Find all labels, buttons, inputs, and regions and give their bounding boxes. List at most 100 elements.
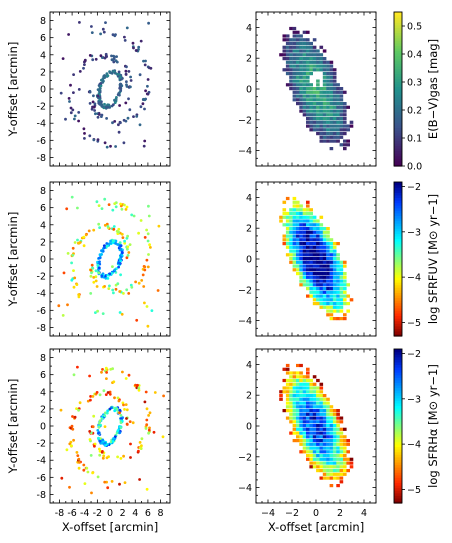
hex-cell	[343, 283, 347, 287]
hex-cell	[289, 245, 293, 249]
hex-cell	[299, 68, 303, 72]
hex-cell	[319, 87, 324, 91]
colorbar-segment	[394, 372, 402, 376]
hex-cell	[329, 124, 334, 128]
scatter-point	[118, 257, 122, 261]
hex-cell	[326, 457, 330, 461]
hex-cell	[306, 279, 310, 283]
hex-cell	[339, 264, 344, 268]
hex-cell	[285, 416, 290, 420]
scatter-point	[118, 431, 122, 434]
hex-cell	[309, 45, 313, 49]
scatter-point	[148, 411, 152, 415]
scatter-point	[77, 293, 81, 297]
scatter-point	[90, 271, 93, 275]
hex-cell	[326, 132, 330, 136]
scatter-point	[143, 400, 147, 404]
scatter-point	[104, 393, 108, 396]
hex-cell	[349, 124, 354, 128]
hex-cell	[316, 412, 320, 416]
colorbar-segment	[394, 464, 402, 468]
scatter-point	[65, 448, 69, 452]
hex-cell	[326, 465, 330, 469]
hex-cell	[289, 238, 293, 242]
hex-cell	[302, 412, 307, 416]
hex-cell	[343, 450, 347, 454]
scatter-point	[115, 55, 118, 58]
hex-cell	[326, 245, 330, 249]
hex-cell	[346, 461, 350, 465]
hex-cell	[322, 124, 327, 128]
scatter-point	[122, 118, 126, 122]
scatter-point	[71, 246, 75, 250]
hex-cell	[292, 227, 297, 231]
scatter-point	[68, 100, 71, 103]
scatter-point	[98, 447, 101, 451]
hex-cell	[289, 41, 293, 46]
hex-cell	[285, 245, 290, 249]
hex-cell	[319, 469, 324, 473]
scatter-point	[116, 396, 120, 400]
scatter-point	[98, 256, 102, 260]
scatter-point	[122, 292, 125, 295]
hex-cell	[285, 215, 290, 219]
hex-cell	[322, 238, 327, 242]
hex-cell	[339, 124, 344, 128]
hex-cell	[343, 147, 347, 151]
hex-cell	[329, 268, 334, 272]
hex-cell	[329, 476, 334, 480]
colorbar-segment	[394, 315, 402, 319]
hex-cell	[292, 38, 297, 42]
hex-cell	[289, 60, 293, 64]
y-tick-label: 2	[246, 54, 252, 65]
hex-cell	[326, 435, 330, 439]
colorbar-segment	[394, 472, 402, 476]
hex-cell	[302, 238, 307, 242]
hex-cell	[309, 72, 313, 76]
scatter-point	[83, 59, 87, 63]
hex-cell	[292, 268, 297, 272]
hex-cell	[346, 128, 350, 132]
hex-cell	[336, 139, 340, 143]
hex-cell	[292, 211, 297, 216]
hex-cell	[292, 390, 297, 394]
colorbar-segment	[394, 382, 402, 386]
scatter-point	[111, 121, 114, 125]
colorbar-segment	[394, 405, 402, 409]
hex-cell	[343, 275, 347, 279]
scatter-point	[66, 252, 70, 255]
hex-cell	[339, 94, 344, 98]
scatter-point	[142, 144, 146, 148]
colorbar-segment	[394, 24, 402, 28]
colorbar-segment	[394, 142, 402, 147]
hex-cell	[332, 102, 337, 106]
colorbar-segment	[394, 487, 402, 491]
hex-cell	[289, 397, 293, 401]
hex-cell	[326, 287, 330, 291]
hex-cell	[309, 98, 313, 102]
scatter-point	[140, 279, 144, 282]
hex-cell	[319, 397, 324, 401]
hex-cell	[329, 424, 334, 428]
hex-cell	[316, 260, 320, 264]
colorbar-segment	[394, 271, 402, 275]
scatter-point	[59, 91, 63, 95]
scatter-point	[82, 235, 86, 239]
hex-cell	[309, 117, 313, 121]
hex-cell	[316, 290, 320, 294]
hex-cell	[289, 219, 293, 223]
scatter-point	[143, 268, 147, 272]
hex-cell	[336, 102, 340, 106]
hex-cell	[302, 94, 307, 98]
hex-cell	[332, 264, 337, 268]
y-tick-label: 4	[40, 220, 46, 231]
hex-cell	[316, 234, 320, 238]
hex-cell	[302, 87, 307, 91]
scatter-point	[143, 139, 147, 143]
scatter-point	[88, 54, 92, 57]
colorbar-segment	[394, 410, 402, 414]
hex-cell	[302, 53, 307, 57]
scatter-point	[137, 388, 141, 392]
colorbar-segment	[394, 27, 402, 31]
